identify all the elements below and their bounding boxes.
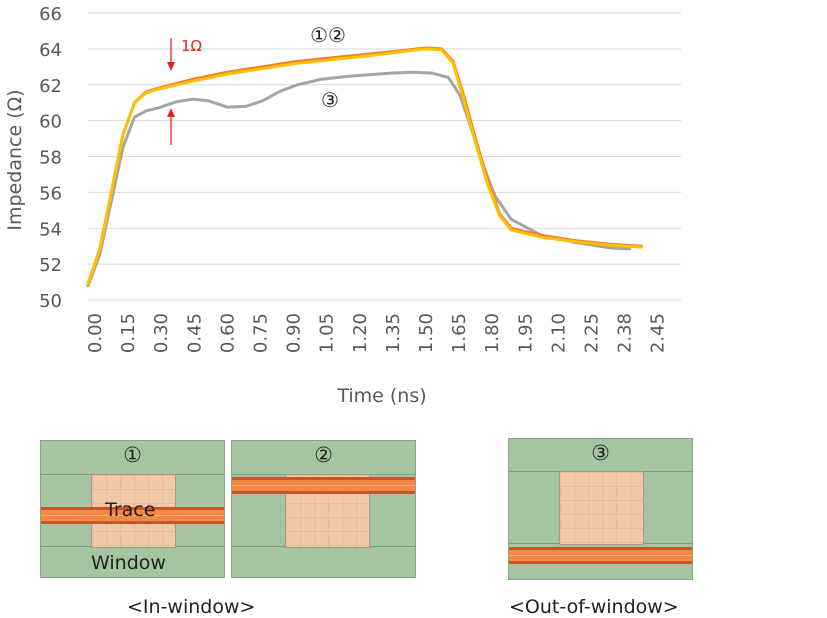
delta-arrow-down [167, 38, 175, 71]
annotation-series-1-2: ①② [310, 23, 346, 47]
y-tick-label: 66 [39, 4, 62, 25]
x-tick-label: 1.05 [317, 313, 338, 353]
x-tick-label: 0.75 [251, 313, 272, 353]
y-tick-label: 60 [39, 112, 62, 133]
window-cutout [559, 471, 644, 545]
y-tick-labels: 50 52 54 56 58 60 62 64 66 [39, 4, 62, 312]
annotation-series-3: ③ [321, 88, 339, 112]
panel-number: ① [123, 443, 142, 467]
delta-arrow-up [167, 108, 175, 145]
x-tick-label: 1.65 [449, 313, 470, 353]
panel-in-window-2: ② [231, 440, 416, 578]
x-tick-label: 0.15 [118, 313, 139, 353]
x-tick-label: 0.60 [217, 313, 238, 353]
y-axis-title: Impedance (Ω) [4, 89, 26, 230]
panel-number: ② [314, 443, 333, 467]
x-tick-label: 0.30 [151, 313, 172, 353]
series-line-3 [86, 70, 632, 288]
x-axis-title: Time (ns) [336, 385, 426, 407]
x-tick-label: 0.45 [184, 313, 205, 353]
series-lines [86, 46, 643, 288]
x-tick-label: 1.80 [482, 313, 503, 353]
y-tick-label: 62 [39, 76, 62, 97]
x-tick-label: 1.20 [350, 313, 371, 353]
caption-out-of-window: <Out-of-window> [509, 596, 679, 618]
x-tick-labels: 0.00 0.15 0.30 0.45 0.60 0.75 0.90 1.05 1.20 1.35… [85, 313, 669, 353]
x-tick-label: 1.35 [383, 313, 404, 353]
y-tick-label: 56 [39, 183, 62, 204]
gridlines [88, 12, 681, 301]
y-tick-label: 58 [39, 148, 62, 169]
caption-in-window: <In-window> [127, 596, 256, 618]
trace [509, 547, 692, 564]
x-tick-label: 2.25 [582, 313, 603, 353]
y-tick-label: 50 [39, 291, 62, 312]
x-tick-label: 2.38 [615, 313, 636, 353]
panel-in-window-1: ① Trace Window [40, 440, 225, 578]
y-tick-label: 54 [39, 219, 62, 240]
trace [232, 477, 415, 494]
annotation-delta: 1Ω [181, 37, 202, 55]
x-tick-label: 2.45 [648, 313, 669, 353]
window-label: Window [91, 552, 166, 574]
y-tick-label: 64 [39, 40, 62, 61]
panel-number: ③ [591, 441, 610, 465]
x-tick-label: 1.95 [515, 313, 536, 353]
x-tick-label: 0.00 [85, 313, 106, 353]
x-tick-label: 2.10 [548, 313, 569, 353]
x-tick-label: 0.90 [284, 313, 305, 353]
series-line-1 [86, 46, 643, 286]
series-line-2 [86, 47, 643, 286]
x-tick-label: 1.50 [416, 313, 437, 353]
panel-out-of-window-3: ③ [508, 438, 693, 580]
y-tick-label: 52 [39, 255, 62, 276]
trace [41, 507, 224, 524]
trace-label: Trace [105, 499, 156, 521]
